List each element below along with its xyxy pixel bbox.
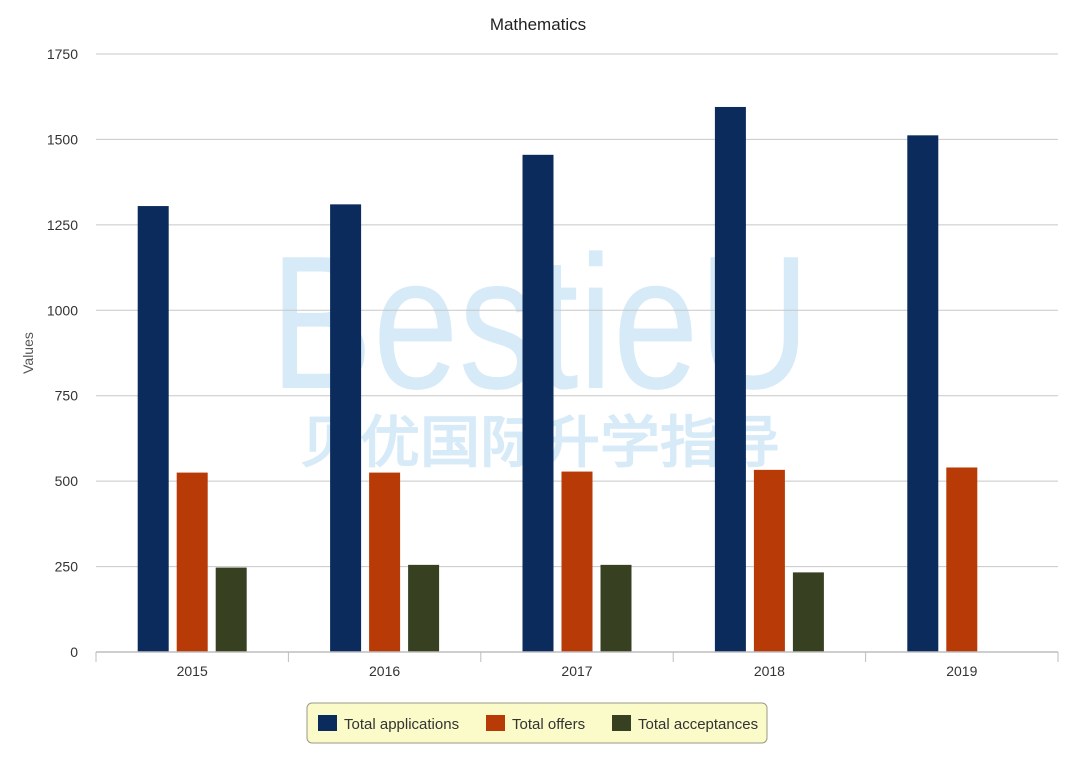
bar-total-applications-2019 — [907, 135, 939, 652]
bar-total-acceptances-2015 — [215, 567, 247, 652]
legend-swatch-total-offers — [486, 715, 505, 731]
y-tick-label: 750 — [55, 388, 79, 404]
x-axis — [95, 651, 1059, 662]
y-tick-label: 250 — [55, 559, 79, 575]
legend: Total applications Total offers Total acce… — [306, 702, 768, 744]
x-tick-label: 2017 — [561, 663, 592, 679]
legend-box — [306, 702, 768, 744]
y-tick-label: 1500 — [47, 131, 78, 147]
y-tick-label: 1250 — [47, 217, 78, 233]
y-tick-label: 1000 — [47, 302, 78, 318]
y-axis-label: Values — [20, 332, 36, 374]
bar-total-offers-2018 — [753, 469, 785, 652]
legend-swatch-total-applications — [318, 715, 337, 731]
bar-total-offers-2016 — [369, 472, 401, 652]
y-tick-label: 1750 — [47, 46, 78, 62]
y-tick-label: 0 — [70, 644, 78, 660]
bar-total-acceptances-2017 — [600, 564, 632, 652]
x-axis-ticks: 2015 2016 2017 2018 2019 — [177, 663, 978, 679]
bar-total-applications-2016 — [330, 204, 362, 652]
bars — [137, 106, 978, 653]
bar-total-offers-2017 — [561, 471, 593, 652]
y-tick-label: 500 — [55, 473, 79, 489]
legend-swatch-total-acceptances — [612, 715, 631, 731]
bar-total-offers-2019 — [946, 467, 978, 652]
bar-total-applications-2018 — [714, 106, 746, 653]
chart-title: Mathematics — [490, 15, 586, 34]
legend-label-total-offers: Total offers — [512, 716, 585, 733]
x-tick-label: 2016 — [369, 663, 400, 679]
bar-total-applications-2017 — [522, 154, 554, 652]
x-tick-label: 2018 — [754, 663, 785, 679]
y-axis-ticks: 0 250 500 750 1000 1250 1500 1750 — [47, 46, 78, 660]
bar-total-acceptances-2016 — [408, 564, 440, 652]
bar-total-offers-2015 — [176, 472, 208, 652]
bar-total-acceptances-2018 — [792, 572, 824, 652]
x-tick-label: 2019 — [946, 663, 977, 679]
legend-label-total-acceptances: Total acceptances — [638, 716, 758, 733]
grid-lines — [96, 53, 1058, 568]
legend-label-total-applications: Total applications — [344, 716, 459, 733]
x-tick-label: 2015 — [177, 663, 208, 679]
bar-total-applications-2015 — [137, 206, 169, 652]
